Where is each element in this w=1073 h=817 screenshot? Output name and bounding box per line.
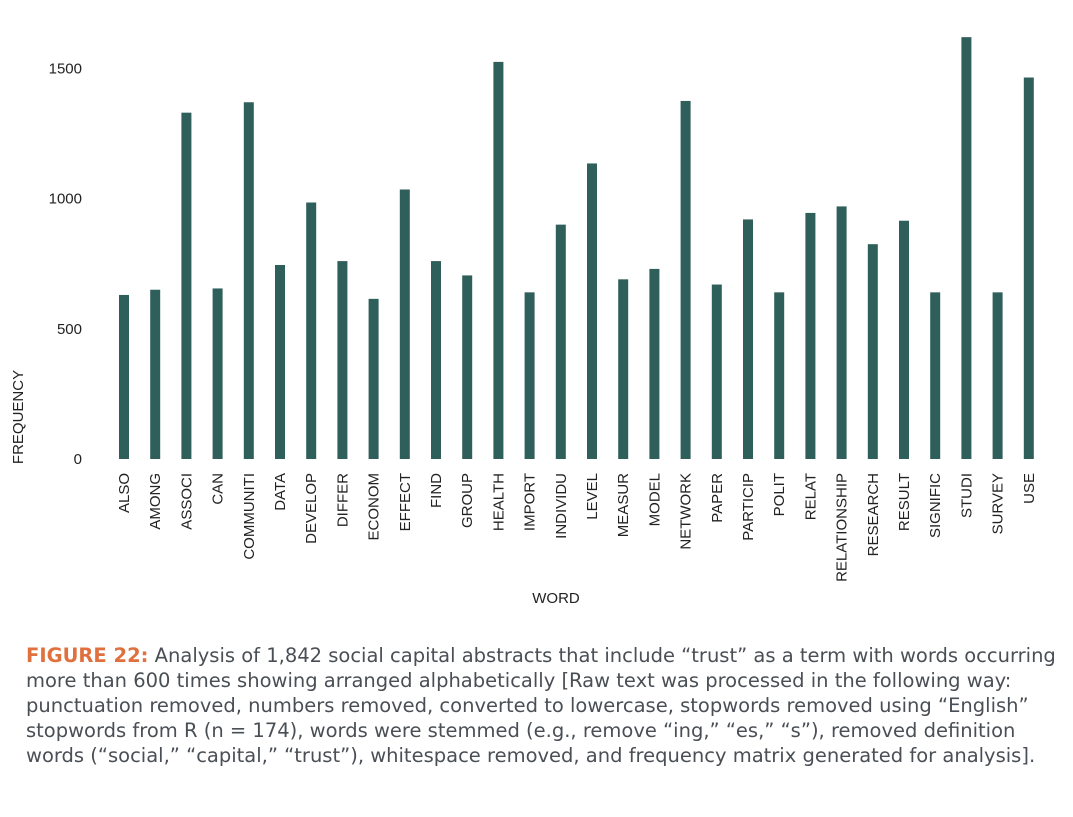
x-tick-label: ALSO [116, 473, 133, 513]
bar-also [119, 294, 129, 459]
bar-import [524, 292, 535, 459]
x-tick-label: SURVEY [990, 473, 1007, 534]
x-tick-label: STUDI [958, 473, 975, 518]
y-tick-label: 0 [74, 451, 82, 468]
x-tick-label: CAN [210, 473, 227, 505]
bar-model [649, 268, 660, 459]
x-tick-label: HEALTH [490, 473, 507, 531]
x-tick-label: MODEL [646, 473, 663, 526]
figure-caption: FIGURE 22: Analysis of 1,842 social capi… [26, 643, 1066, 768]
y-tick-label: 500 [57, 321, 82, 338]
bar-particip [743, 219, 753, 459]
x-tick-label: ECONOM [366, 473, 383, 541]
bar-relationship [836, 206, 847, 459]
bar-result [899, 220, 909, 459]
figure-caption-label: FIGURE 22: [26, 644, 149, 667]
x-tick-label: NETWORK [678, 473, 695, 550]
bar-network [680, 100, 691, 459]
bar-among [150, 289, 161, 459]
bar-group [462, 275, 473, 459]
x-tick-label: DIFFER [334, 473, 351, 527]
bars [119, 37, 1034, 460]
x-tick-label: AMONG [147, 473, 164, 530]
bar-studi [961, 37, 972, 459]
x-tick-label: IMPORT [522, 473, 539, 531]
bar-develop [306, 202, 317, 460]
bar-econom [368, 298, 379, 459]
x-tick-label: DATA [272, 473, 289, 511]
x-tick-label: INDIVIDU [553, 473, 570, 539]
x-tick-label: FIND [428, 473, 445, 508]
bar-measur [618, 279, 629, 459]
bar-research [867, 244, 878, 459]
x-tick-label: LEVEL [584, 473, 601, 520]
y-axis-label: FREQUENCY [10, 370, 27, 464]
bar-associ [181, 112, 192, 459]
x-tick-label: EFFECT [397, 473, 414, 531]
x-tick-label: DEVELOP [303, 473, 320, 544]
bar-level [587, 163, 597, 460]
x-tick-label: ASSOCI [178, 473, 195, 530]
x-tick-label: POLIT [771, 473, 788, 516]
x-tick-label: MEASUR [615, 473, 632, 537]
bar-differ [337, 261, 348, 459]
bar-can [212, 288, 223, 459]
x-tick-label: USE [1021, 473, 1038, 504]
bar-individu [555, 224, 566, 459]
bar-effect [399, 189, 410, 459]
y-tick-label: 1000 [49, 191, 82, 208]
figure-caption-text: Analysis of 1,842 social capital abstrac… [26, 644, 1056, 767]
y-axis-ticks: 0 500 1000 1500 [49, 60, 82, 468]
bar-signific [930, 292, 941, 459]
x-tick-label: RELAT [802, 473, 819, 520]
bar-chart: 0 500 1000 1500 ALSO AMONG ASSOCI CAN COMMUNITI… [10, 37, 1038, 607]
bar-relat [805, 212, 816, 459]
bar-find [431, 261, 441, 459]
x-tick-label: SIGNIFIC [927, 473, 944, 538]
bar-communiti [243, 102, 254, 459]
bar-data [275, 265, 285, 459]
x-tick-label: GROUP [459, 473, 476, 528]
x-axis-ticks: ALSO AMONG ASSOCI CAN COMMUNITI DATA DEVELOP DI… [116, 473, 1038, 582]
y-tick-label: 1500 [49, 60, 82, 77]
bar-paper [711, 284, 722, 459]
bar-use [1023, 77, 1034, 459]
bar-polit [774, 292, 785, 459]
x-tick-label: PAPER [709, 473, 726, 523]
x-tick-label: COMMUNITI [241, 473, 258, 560]
x-tick-label: RESEARCH [865, 473, 882, 556]
x-axis-label: WORD [532, 590, 580, 607]
bar-health [493, 61, 504, 459]
x-tick-label: PARTICIP [740, 473, 757, 541]
x-tick-label: RELATIONSHIP [834, 473, 851, 582]
bar-survey [992, 292, 1003, 459]
x-tick-label: RESULT [896, 473, 913, 531]
